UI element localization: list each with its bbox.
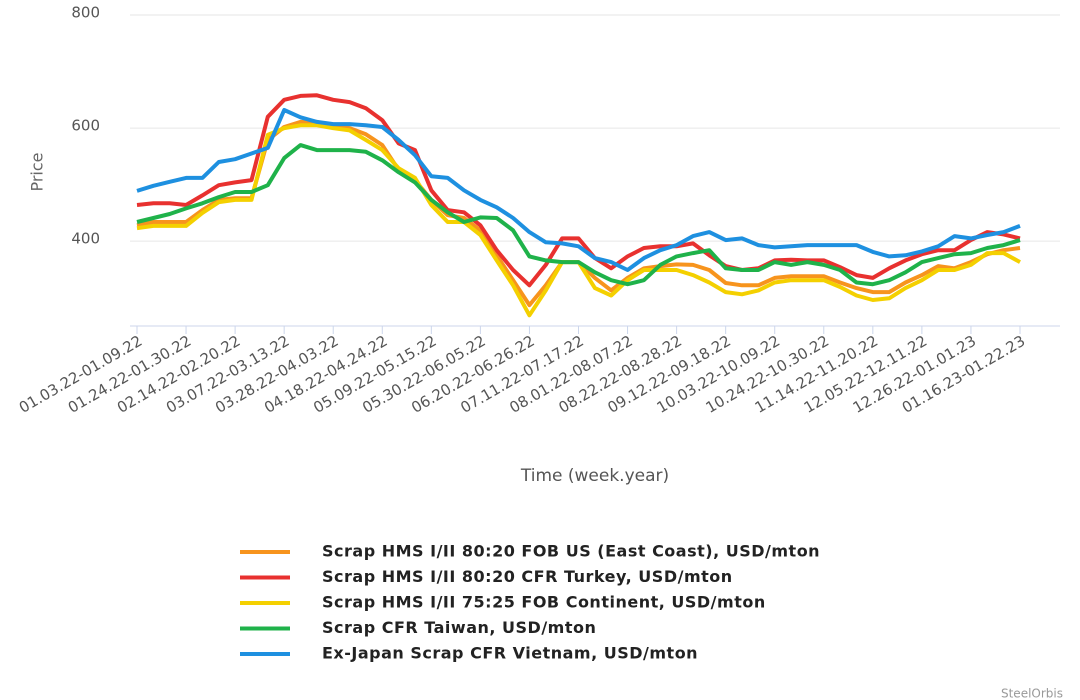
- series-line: [136, 108, 1021, 272]
- y-tick-label: 400: [71, 230, 100, 248]
- x-axis-label: Time (week.year): [520, 466, 669, 486]
- legend-label: Scrap HMS I/II 75:25 FOB Continent, USD/…: [322, 593, 766, 612]
- legend-label: Scrap HMS I/II 80:20 CFR Turkey, USD/mto…: [322, 567, 733, 586]
- legend-label: Scrap CFR Taiwan, USD/mton: [322, 618, 596, 637]
- series-line: [136, 123, 1021, 318]
- y-axis-label: Price: [28, 152, 47, 191]
- y-tick-label: 800: [71, 4, 100, 22]
- watermark: SteelOrbis: [1001, 687, 1063, 700]
- series-line: [136, 143, 1021, 287]
- legend-label: Ex-Japan Scrap CFR Vietnam, USD/mton: [322, 644, 698, 663]
- series-line: [136, 119, 1021, 308]
- y-tick-label: 600: [71, 117, 100, 135]
- legend-label: Scrap HMS I/II 80:20 FOB US (East Coast)…: [322, 542, 820, 561]
- series-line: [136, 93, 1021, 288]
